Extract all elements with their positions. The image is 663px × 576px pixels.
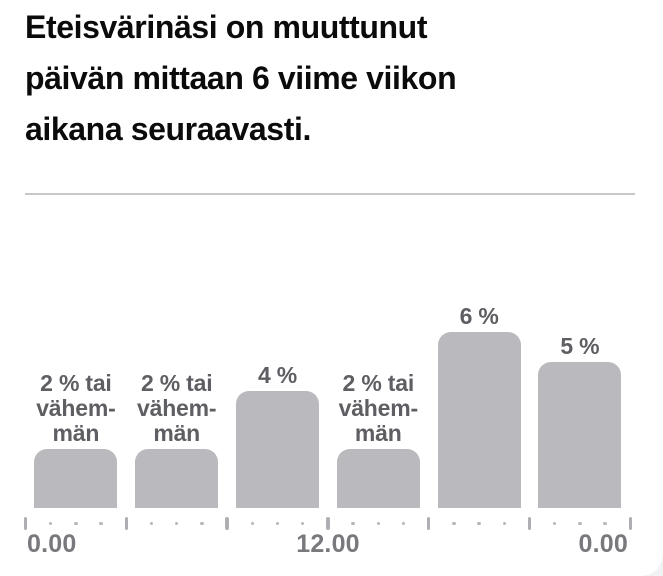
bar-label-line: 6 %: [459, 303, 499, 330]
bar-label-line: vähem-: [137, 395, 217, 422]
bar-group-1: 2 % tai vähem- män: [126, 371, 227, 508]
divider: [25, 193, 635, 195]
major-tick: [628, 517, 633, 530]
bar-label-line: män: [354, 420, 402, 447]
afib-daily-bar-chart: 2 % tai vähem- män 2 % tai vähem- män 4 …: [0, 290, 663, 576]
minor-tick-dot: [351, 521, 355, 526]
bar-group-0: 2 % tai vähem- män: [26, 371, 127, 508]
minor-tick-dot: [376, 521, 381, 526]
bar-label-line: män: [153, 420, 201, 447]
bar-label-line: 5 %: [560, 332, 600, 359]
bar-value-label: 4 %: [257, 361, 298, 388]
bar-value-label: 2 % tai vähem- män: [137, 370, 217, 447]
bar: [135, 449, 219, 508]
bar-value-label: 5 %: [560, 332, 600, 359]
x-axis-label-end: 0.00: [578, 530, 628, 558]
x-axis-label-mid: 12.00: [296, 530, 360, 558]
bar-group-3: 2 % tai vähem- män: [328, 371, 429, 508]
bar: [336, 449, 420, 508]
major-tick: [124, 517, 129, 530]
bar-label-line: män: [52, 420, 100, 447]
bar: [437, 332, 521, 508]
minor-tick-dot: [250, 521, 255, 526]
major-tick: [426, 517, 431, 530]
bar-value-label: 2 % tai vähem- män: [338, 370, 419, 447]
bar-label-line: vähem-: [36, 395, 116, 422]
minor-tick-dot: [578, 521, 582, 526]
bar-group-4: 6 %: [429, 304, 530, 508]
bar: [34, 449, 118, 508]
minor-tick-dot: [48, 521, 53, 526]
bar-value-label: 2 % tai vähem- män: [36, 370, 116, 447]
major-tick: [225, 517, 229, 530]
bar-label-line: vähem-: [338, 395, 419, 422]
card-title-line: aikana seuraavasti.: [25, 111, 311, 147]
card-title: Eteisvärinäsi on muuttunut päivän mittaa…: [25, 2, 655, 155]
bar-label-line: 2 % tai: [140, 370, 213, 397]
minor-tick-dot: [300, 521, 305, 526]
minor-tick-dot: [401, 521, 406, 526]
x-axis-label-start: 0.00: [27, 530, 77, 558]
minor-tick-dot: [552, 521, 557, 526]
bar-group-5: 5 %: [530, 332, 631, 508]
minor-tick-dot: [149, 521, 154, 526]
bar-value-label: 6 %: [460, 304, 499, 329]
minor-tick-dot: [603, 521, 607, 526]
bar: [538, 361, 622, 508]
major-tick: [527, 517, 532, 530]
minor-tick-dot: [99, 521, 103, 526]
bar-label-line: 2 % tai: [342, 370, 415, 397]
major-tick: [23, 517, 28, 530]
bar-label-line: 2 % tai: [40, 370, 112, 397]
minor-tick-dot: [477, 521, 481, 526]
minor-tick-dot: [452, 521, 456, 526]
card-title-line: päivän mittaan 6 viime viikon: [25, 60, 457, 96]
bar: [235, 390, 319, 508]
minor-tick-dot: [74, 521, 78, 526]
x-axis-ticks: [0, 517, 663, 531]
bar-group-2: 4 %: [227, 361, 328, 508]
bar-label-line: 4 %: [257, 361, 298, 388]
minor-tick-dot: [200, 521, 204, 526]
minor-tick-dot: [502, 521, 507, 526]
major-tick: [326, 517, 330, 530]
card-title-line: Eteisvärinäsi on muuttunut: [25, 9, 428, 45]
minor-tick-dot: [174, 521, 179, 526]
minor-tick-dot: [275, 521, 280, 526]
